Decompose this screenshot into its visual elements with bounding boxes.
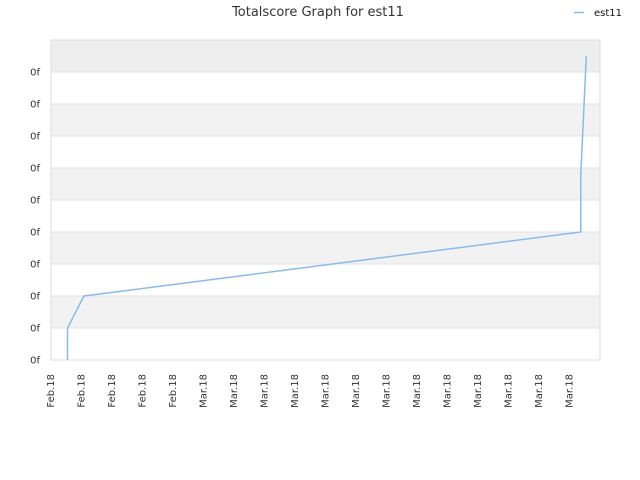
- x-tick-label: Mar.18: [260, 374, 271, 408]
- series-line: [66, 55, 588, 360]
- grid-band: [51, 104, 600, 136]
- grid-band: [51, 72, 600, 104]
- grid-band: [51, 168, 600, 200]
- x-tick-label: Mar.18: [199, 374, 210, 408]
- grid-band: [51, 328, 600, 360]
- y-tick-label: 0f: [30, 132, 40, 143]
- grid-band: [51, 200, 600, 232]
- grid-band: [51, 136, 600, 168]
- y-tick-label: 0f: [30, 100, 40, 111]
- x-tick-label: Mar.18: [443, 374, 454, 408]
- y-tick-label: 0f: [30, 164, 40, 175]
- x-tick-label: Mar.18: [473, 374, 484, 408]
- x-tick-label: Mar.18: [382, 374, 393, 408]
- x-tick-label: Feb.18: [168, 374, 179, 408]
- x-tick-label: Mar.18: [534, 374, 545, 408]
- legend: est11: [574, 8, 622, 19]
- chart-title: Totalscore Graph for est11: [231, 5, 404, 20]
- x-tick-label: Feb.18: [46, 374, 57, 408]
- grid-band: [51, 40, 600, 72]
- grid-band: [51, 232, 600, 264]
- y-tick-label: 0f: [30, 292, 40, 303]
- y-tick-label: 0f: [30, 260, 40, 271]
- x-tick-label: Feb.18: [107, 374, 118, 408]
- grid-band: [51, 264, 600, 296]
- x-tick-label: Mar.18: [412, 374, 423, 408]
- y-tick-label: 0f: [30, 324, 40, 335]
- grid-band: [51, 296, 600, 328]
- legend-label: est11: [594, 8, 622, 19]
- x-tick-label: Mar.18: [290, 374, 301, 408]
- x-tick-label: Feb.18: [77, 374, 88, 408]
- plot-area: 0f 0f 0f 0f 0f 0f 0f 0f 0f 0f Feb.18 Feb.18 Feb.18 Fe…: [30, 39, 601, 408]
- x-tick-label: Mar.18: [351, 374, 362, 408]
- x-tick-label: Mar.18: [565, 374, 576, 408]
- y-tick-label: 0f: [30, 196, 40, 207]
- y-tick-label: 0f: [30, 68, 40, 79]
- x-tick-label: Feb.18: [138, 374, 149, 408]
- x-tick-label: Mar.18: [321, 374, 332, 408]
- y-tick-label: 0f: [30, 356, 40, 367]
- x-tick-label: Mar.18: [504, 374, 515, 408]
- plot-border: [50, 39, 601, 361]
- x-tick-label: Mar.18: [229, 374, 240, 408]
- y-tick-label: 0f: [30, 228, 40, 239]
